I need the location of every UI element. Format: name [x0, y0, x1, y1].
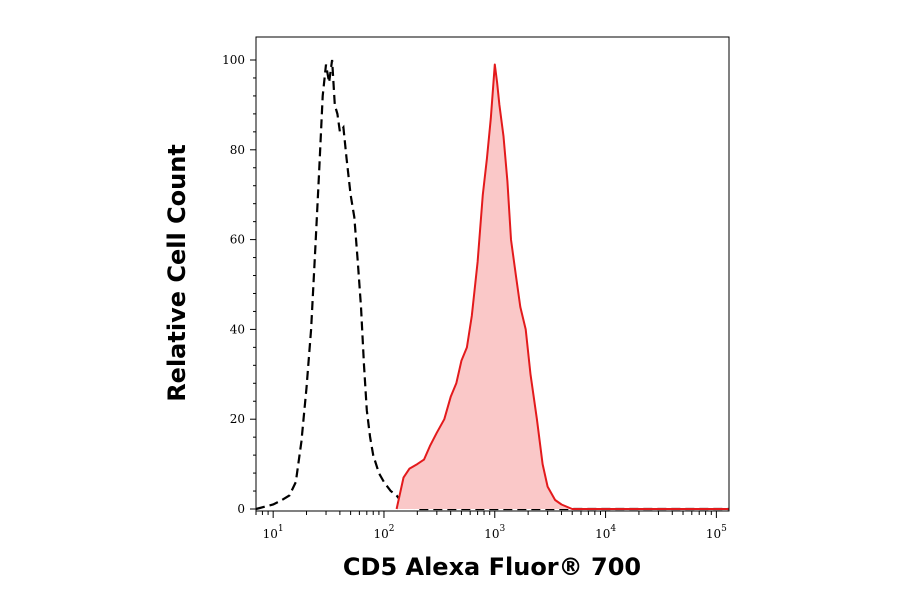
- control-series-line: [255, 59, 729, 511]
- x-tick-label: 104: [595, 524, 616, 541]
- y-axis-title: Relative Cell Count: [163, 144, 191, 402]
- stained-series-area: [396, 64, 729, 509]
- y-tick-label: 60: [230, 233, 245, 247]
- x-axis-title: CD5 Alexa Fluor® 700: [343, 553, 641, 581]
- x-tick-label: 101: [263, 524, 284, 541]
- x-tick-label: 103: [484, 524, 505, 541]
- x-tick-exponent: 5: [721, 524, 727, 534]
- x-tick-exponent: 2: [389, 524, 395, 534]
- x-tick-base: 10: [373, 527, 388, 541]
- x-tick-base: 10: [484, 527, 499, 541]
- stained-series-line: [395, 63, 729, 510]
- x-tick-label: 102: [373, 524, 394, 541]
- series-layer: [255, 59, 729, 511]
- y-tick-label: 0: [237, 502, 245, 516]
- y-axis: 0 20 40 60 80 100: [222, 53, 256, 516]
- x-tick-base: 10: [263, 527, 278, 541]
- y-tick-label: 20: [230, 412, 245, 426]
- plot-frame: [255, 36, 730, 512]
- x-tick-base: 10: [706, 527, 721, 541]
- x-tick-exponent: 1: [278, 524, 284, 534]
- x-tick-base: 10: [595, 527, 610, 541]
- x-tick-label: 105: [706, 524, 727, 541]
- y-tick-label: 100: [222, 53, 245, 67]
- x-tick-exponent: 4: [610, 524, 616, 534]
- x-tick-exponent: 3: [500, 524, 506, 534]
- y-tick-label: 40: [230, 322, 245, 336]
- y-tick-label: 80: [230, 143, 245, 157]
- x-axis: 101 102 103 104 105: [255, 511, 727, 541]
